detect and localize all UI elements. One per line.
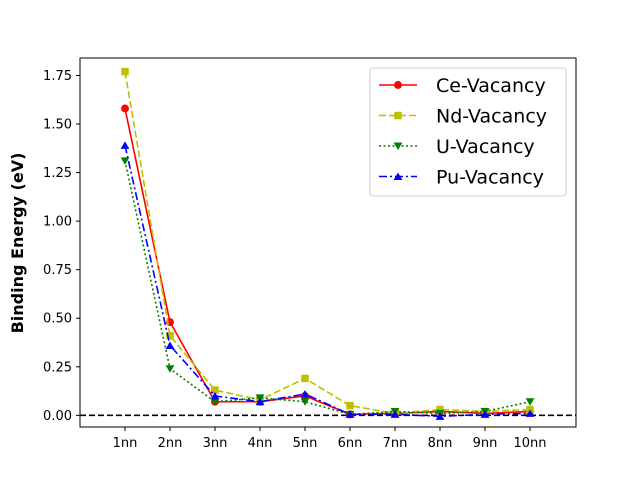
y-tick-label: 0.50	[43, 312, 72, 327]
axis-layer: 0.00 0.25 0.50 0.75 1.00 1.25 1.50 1.75 1nn 2nn 3n…	[43, 57, 577, 451]
point-pu-vacancy-1nn	[120, 141, 130, 149]
point-ce-vacancy-1nn	[121, 104, 129, 113]
point-pu-vacancy-8nn	[435, 412, 445, 420]
point-nd-vacancy-8nn	[436, 405, 444, 414]
y-tick-label: 1.25	[43, 166, 72, 181]
point-u-vacancy-5nn	[300, 398, 310, 406]
legend-entry-ce-vacancy: Ce-Vacancy	[379, 75, 546, 97]
point-nd-vacancy-1nn	[121, 67, 129, 76]
legend-label-nd-vacancy: Nd-Vacancy	[436, 106, 547, 128]
x-tick-label: 7nn	[383, 436, 408, 451]
point-u-vacancy-10nn	[525, 398, 535, 406]
point-u-vacancy-1nn	[120, 157, 130, 165]
point-u-vacancy-2nn	[165, 365, 175, 373]
legend-label-u-vacancy: U-Vacancy	[436, 136, 535, 158]
x-tick-label: 3nn	[203, 436, 228, 451]
point-nd-vacancy-3nn	[211, 386, 219, 394]
y-tick-label: 1.00	[43, 215, 72, 230]
point-nd-vacancy-6nn	[346, 401, 354, 410]
y-tick-label: 0.00	[43, 409, 72, 424]
point-pu-vacancy-9nn	[480, 410, 490, 418]
legend-label-ce-vacancy: Ce-Vacancy	[436, 75, 546, 97]
legend-marker-ce-vacancy	[394, 81, 402, 89]
y-tick-label: 0.75	[43, 263, 72, 278]
point-pu-vacancy-7nn	[390, 410, 400, 418]
x-tick-label: 5nn	[293, 436, 318, 451]
point-pu-vacancy-10nn	[525, 409, 535, 417]
point-pu-vacancy-5nn	[300, 390, 310, 398]
x-tick-label: 2nn	[158, 436, 183, 451]
series-line-u-vacancy	[124, 160, 531, 416]
legend-box	[369, 67, 567, 197]
legend: Ce-Vacancy Nd-Vacancy U-Vacancy Pu-Vacancy	[369, 67, 567, 197]
point-pu-vacancy-2nn	[165, 341, 175, 349]
series-pu-vacancy	[120, 141, 535, 420]
y-axis-title: Binding Energy (eV)	[8, 153, 27, 334]
x-tick-label: 6nn	[338, 436, 363, 451]
point-pu-vacancy-6nn	[345, 410, 355, 418]
x-tick-label: 10nn	[513, 436, 546, 451]
point-u-vacancy-3nn	[210, 398, 220, 406]
point-nd-vacancy-5nn	[301, 374, 309, 383]
x-tick-label: 1nn	[113, 436, 138, 451]
x-tick-label: 8nn	[428, 436, 453, 451]
y-tick-label: 1.50	[43, 118, 72, 133]
series-u-vacancy	[120, 157, 535, 419]
legend-marker-nd-vacancy	[394, 111, 402, 120]
point-pu-vacancy-4nn	[255, 397, 265, 406]
legend-marker-u-vacancy	[393, 142, 403, 150]
legend-label-pu-vacancy: Pu-Vacancy	[436, 167, 544, 189]
series-line-pu-vacancy	[124, 145, 531, 418]
y-tick-label: 1.75	[43, 69, 72, 84]
point-nd-vacancy-2nn	[166, 331, 174, 340]
legend-entry-nd-vacancy: Nd-Vacancy	[379, 106, 547, 128]
legend-marker-pu-vacancy	[393, 172, 403, 181]
y-tick-label: 0.25	[43, 360, 72, 375]
x-tick-label: 4nn	[248, 436, 273, 451]
plot-frame	[79, 57, 577, 428]
series-line-nd-vacancy	[124, 71, 531, 415]
legend-entry-u-vacancy: U-Vacancy	[379, 136, 535, 158]
legend-entry-pu-vacancy: Pu-Vacancy	[379, 167, 544, 189]
point-pu-vacancy-3nn	[210, 391, 220, 400]
plot-layer	[80, 67, 576, 420]
x-tick-label: 9nn	[473, 436, 498, 451]
